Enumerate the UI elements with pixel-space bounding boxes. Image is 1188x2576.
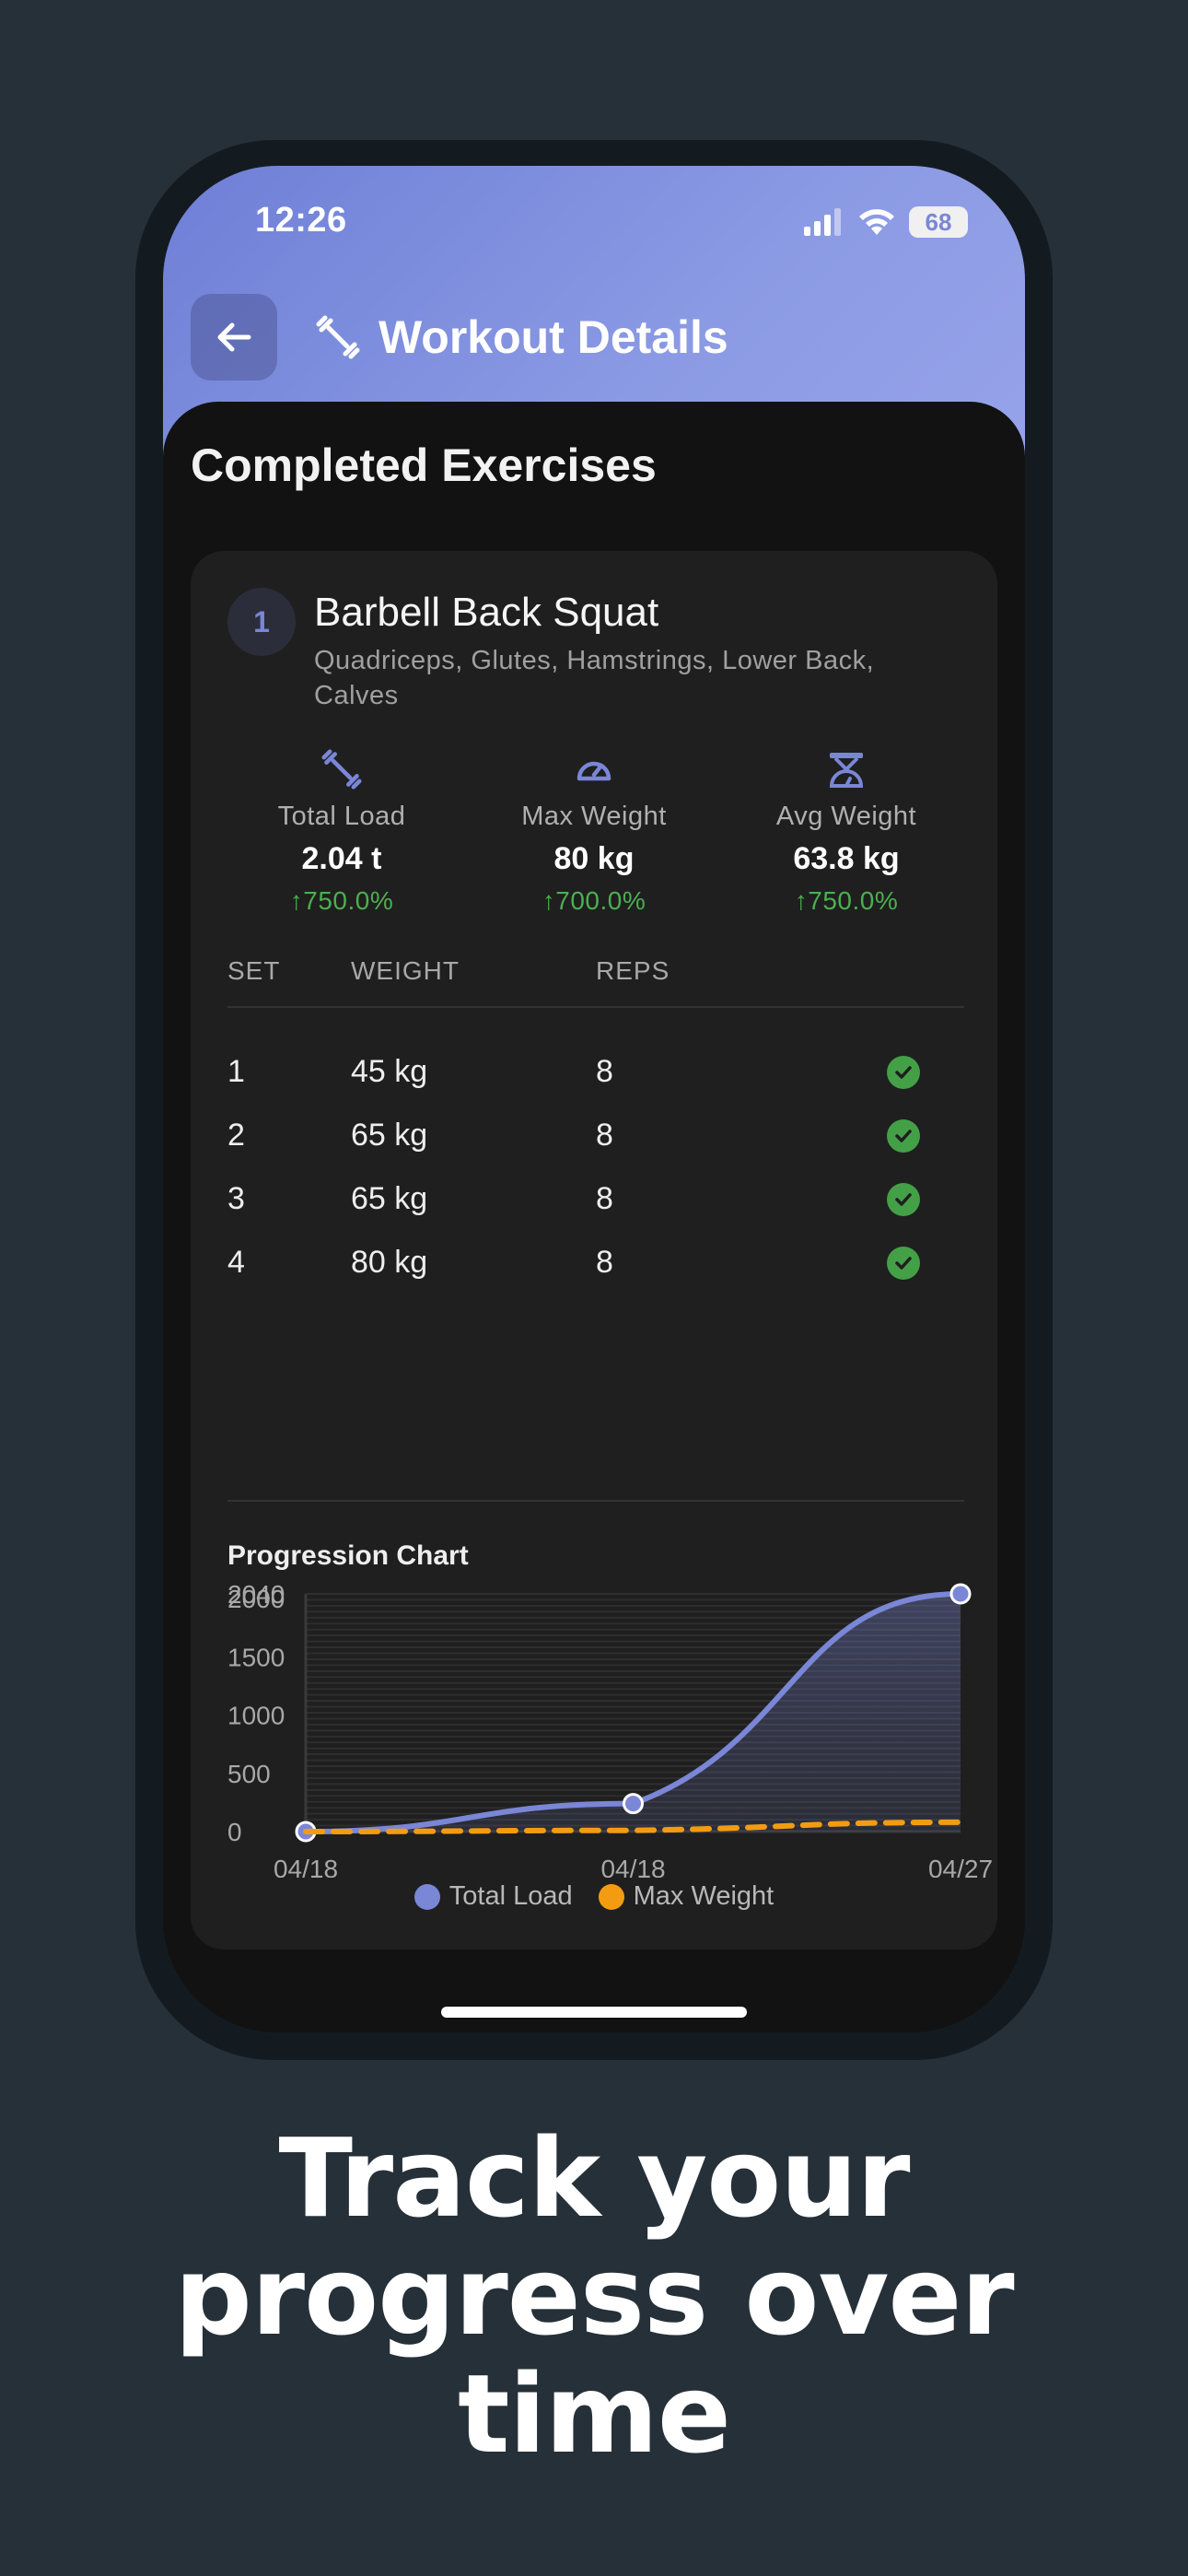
stat-change: ↑700.0% — [542, 886, 646, 915]
stat-max-weight: Max Weight 80 kg ↑700.0% — [483, 746, 705, 916]
check-circle-icon — [887, 1183, 920, 1216]
section-title: Completed Exercises — [191, 439, 657, 491]
set-weight: 65 kg — [351, 1181, 428, 1216]
stat-label: Avg Weight — [775, 802, 917, 831]
arrow-up-icon: ↑ — [794, 886, 809, 915]
legend-dot — [413, 1883, 440, 1910]
legend-label: Max Weight — [633, 1881, 775, 1911]
battery-indicator: 68 — [909, 206, 968, 238]
exercise-number-badge: 1 — [227, 588, 296, 656]
set-weight: 80 kg — [351, 1245, 428, 1280]
y-tick-label: 2040 — [227, 1580, 285, 1609]
back-button[interactable] — [191, 294, 277, 381]
stat-value: 2.04 t — [301, 841, 382, 876]
check-circle-icon — [887, 1247, 920, 1280]
table-row: 4 80 kg 8 — [227, 1245, 964, 1291]
check-circle-icon — [887, 1056, 920, 1089]
status-bar: 12:26 68 — [163, 166, 1025, 276]
phone-screen: 12:26 68 — [163, 166, 1025, 2032]
x-tick-label: 04/18 — [274, 1855, 338, 1878]
set-number: 1 — [227, 1054, 245, 1089]
stat-change: ↑750.0% — [289, 886, 394, 915]
dumbbell-icon — [231, 746, 452, 792]
stat-avg-weight: Avg Weight 63.8 kg ↑750.0% — [736, 746, 957, 916]
dumbbell-icon — [316, 315, 360, 359]
set-reps: 8 — [596, 1245, 613, 1280]
stat-total-load: Total Load 2.04 t ↑750.0% — [231, 746, 452, 916]
y-tick-label: 1500 — [227, 1643, 285, 1671]
set-reps: 8 — [596, 1118, 613, 1153]
tagline-line: progress over — [174, 2232, 1014, 2359]
scale-icon — [736, 746, 957, 792]
series-line — [303, 1819, 963, 1834]
page-title: Workout Details — [379, 311, 728, 363]
stat-value: 80 kg — [553, 841, 635, 876]
column-header-set: SET — [227, 956, 281, 985]
x-tick-label: 04/27 — [928, 1855, 993, 1878]
marketing-tagline: Track your progress over time — [0, 2119, 1188, 2473]
status-time: 12:26 — [255, 201, 347, 240]
set-weight: 45 kg — [351, 1054, 428, 1089]
set-number: 3 — [227, 1181, 245, 1216]
wifi-icon — [859, 209, 894, 235]
table-row: 3 65 kg 8 — [227, 1181, 964, 1227]
exercise-card: 1 Barbell Back Squat Quadriceps, Glutes,… — [191, 551, 997, 1950]
app-bar: Workout Details — [191, 293, 728, 381]
tagline-line: Track your — [278, 2114, 910, 2242]
arrow-up-icon: ↑ — [542, 886, 556, 915]
table-row: 1 45 kg 8 — [227, 1054, 964, 1100]
arrow-left-icon — [217, 322, 251, 352]
table-divider — [227, 1006, 964, 1008]
table-row: 2 65 kg 8 — [227, 1118, 964, 1164]
data-point — [623, 1793, 644, 1815]
home-indicator — [441, 2007, 747, 2018]
column-header-reps: REPS — [596, 956, 670, 985]
set-reps: 8 — [596, 1181, 613, 1216]
y-tick-label: 500 — [227, 1760, 271, 1788]
check-circle-icon — [887, 1119, 920, 1153]
y-tick-label: 1000 — [227, 1702, 285, 1730]
stat-label: Max Weight — [521, 802, 667, 831]
chart-title: Progression Chart — [227, 1540, 469, 1571]
set-weight: 65 kg — [351, 1118, 428, 1153]
set-number: 2 — [227, 1118, 245, 1153]
signal-icon — [804, 208, 841, 236]
legend-item: Total Load — [413, 1881, 573, 1912]
legend-label: Total Load — [448, 1881, 573, 1911]
set-number: 4 — [227, 1245, 245, 1280]
speedometer-icon — [483, 746, 705, 792]
series-area — [306, 1594, 961, 1832]
arrow-up-icon: ↑ — [289, 886, 304, 915]
legend-item: Max Weight — [598, 1881, 775, 1912]
chart-legend: Total Load Max Weight — [191, 1881, 997, 1912]
legend-dot — [598, 1883, 624, 1910]
x-tick-label: 04/18 — [600, 1855, 665, 1878]
y-tick-label: 2000 — [227, 1585, 285, 1613]
section-divider — [227, 1500, 964, 1502]
tagline-line: time — [458, 2350, 731, 2477]
exercise-name: Barbell Back Squat — [314, 590, 659, 635]
exercise-muscles: Quadriceps, Glutes, Hamstrings, Lower Ba… — [314, 646, 875, 710]
status-icons: 68 — [804, 206, 968, 238]
data-point — [949, 1583, 972, 1605]
y-tick-label: 0 — [227, 1818, 242, 1846]
stat-label: Total Load — [277, 802, 406, 831]
set-reps: 8 — [596, 1054, 613, 1089]
stat-value: 63.8 kg — [793, 841, 900, 876]
stat-change: ↑750.0% — [794, 886, 899, 915]
series-line — [303, 1591, 963, 1834]
column-header-weight: WEIGHT — [351, 956, 460, 985]
